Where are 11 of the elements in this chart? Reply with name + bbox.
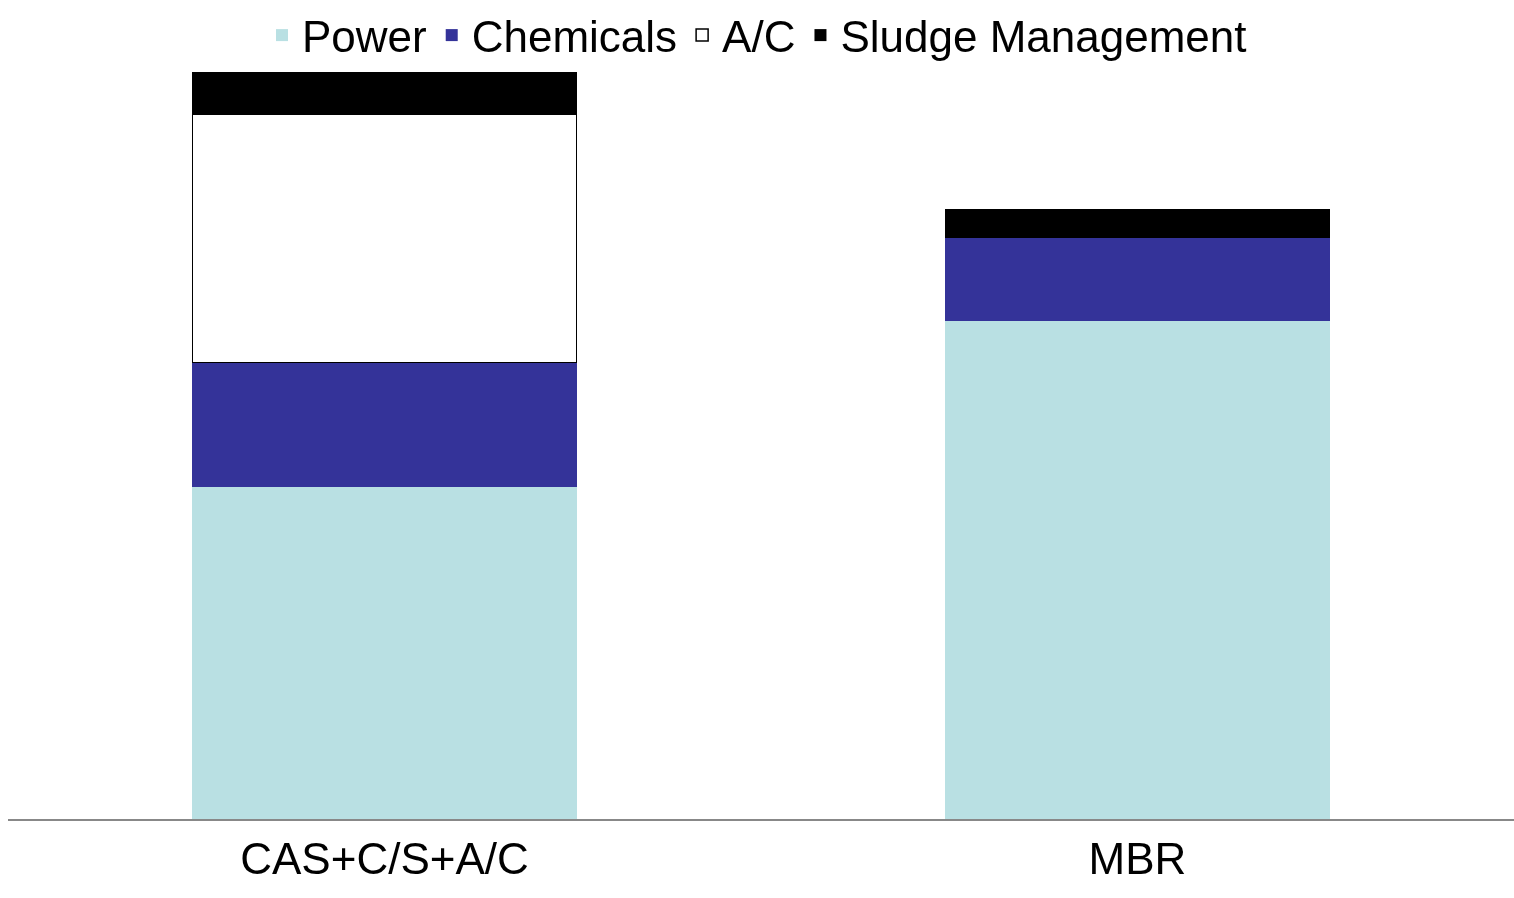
legend-label: Sludge Management	[840, 12, 1247, 62]
x-tick-label: MBR	[1088, 833, 1187, 883]
legend-label: A/C	[722, 12, 796, 62]
x-tick-label: CAS+C/S+A/C	[240, 833, 529, 883]
bar	[192, 487, 577, 819]
legend-label: Chemicals	[471, 12, 678, 62]
bar	[945, 320, 1330, 819]
bar	[192, 362, 577, 488]
bar	[945, 209, 1330, 238]
bar	[945, 237, 1330, 321]
legend-label: Power	[302, 12, 427, 62]
